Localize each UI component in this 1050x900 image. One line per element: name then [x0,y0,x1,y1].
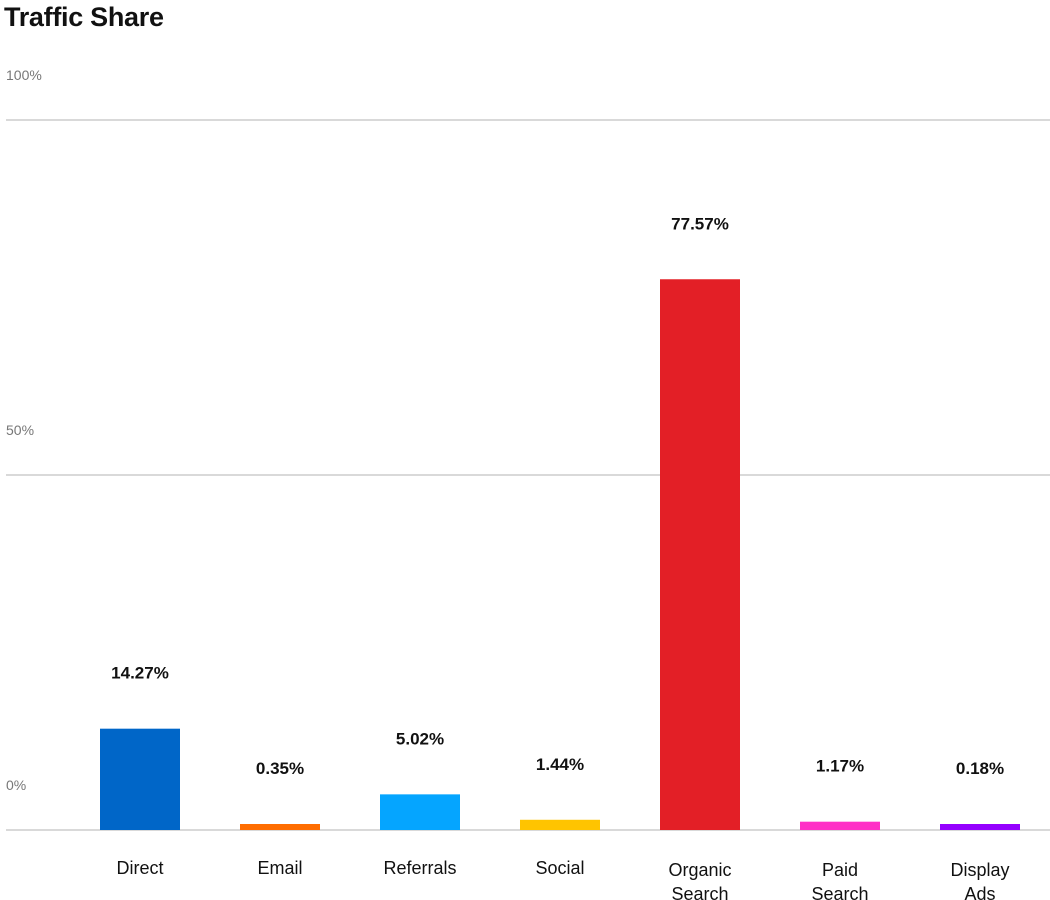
category-label: Email [257,858,302,878]
category-label: Referrals [383,858,456,878]
y-tick-label: 0% [6,777,26,793]
category-label: Organic Search [668,860,731,900]
bar [940,824,1020,830]
category-label-line: Social [535,858,584,878]
y-tick-label: 100% [6,67,42,83]
category-label: Paid Search [811,860,868,900]
value-label: 14.27% [111,664,169,683]
category-label: Direct [116,858,163,878]
bar [800,821,880,830]
bar [240,824,320,830]
value-label: 0.35% [256,759,304,778]
bar [100,728,180,830]
bar [660,279,740,830]
category-label-line: Search [811,884,868,900]
category-label-line: Email [257,858,302,878]
chart-title: Traffic Share [4,2,164,32]
value-label: 1.17% [816,757,864,776]
category-label-line: Ads [964,884,995,900]
category-label-line: Search [671,884,728,900]
value-label: 1.44% [536,755,584,774]
y-tick-label: 50% [6,422,34,438]
category-label-line: Display [950,860,1009,880]
bar [520,819,600,830]
category-label-line: Referrals [383,858,456,878]
category-label: Social [535,858,584,878]
category-label-line: Organic [668,860,731,880]
value-label: 5.02% [396,729,444,748]
value-label: 0.18% [956,759,1004,778]
category-label-line: Direct [116,858,163,878]
value-label: 77.57% [671,214,729,233]
category-label-line: Paid [822,860,858,880]
category-label: Display Ads [950,860,1009,900]
bar [380,794,460,830]
